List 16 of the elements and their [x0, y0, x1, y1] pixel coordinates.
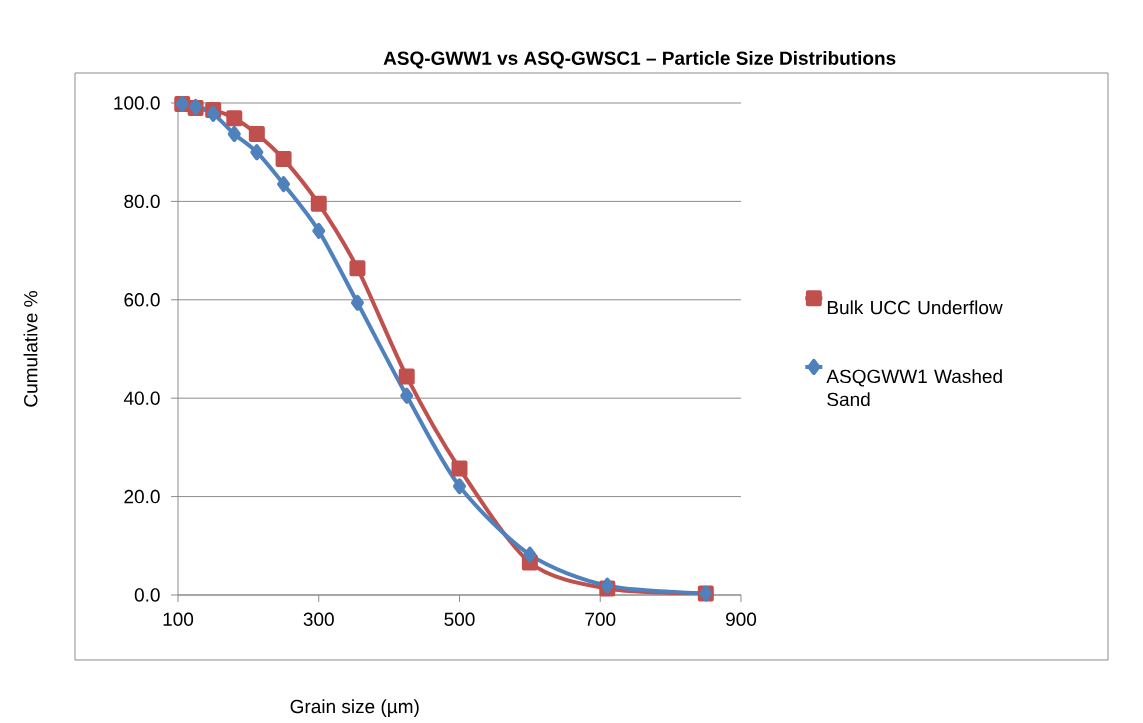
x-axis-title: Grain size (µm) [290, 699, 419, 717]
x-tick-label: 300 [303, 612, 334, 626]
x-tick-label: 100 [163, 612, 194, 626]
y-tick-label: 20.0 [124, 489, 160, 504]
y-tick-label: 0.0 [134, 588, 160, 602]
x-tick-label: 900 [726, 612, 757, 626]
y-tick-label: 100.0 [114, 96, 160, 110]
y-axis-title: Cumulative % [23, 290, 38, 407]
legend-label: ASQGWW1 Washed Sand [826, 369, 1002, 406]
y-tick-label: 80.0 [124, 194, 160, 208]
x-tick-label: 500 [444, 612, 475, 626]
chart-title: ASQ-GWW1 vs ASQ-GWSC1 – Particle Size Distributions [383, 50, 896, 69]
legend-label: Bulk UCC Underflow [827, 300, 1003, 315]
x-tick-label: 700 [585, 612, 616, 626]
y-tick-label: 40.0 [123, 391, 160, 405]
y-tick-label: 60.0 [124, 292, 160, 307]
